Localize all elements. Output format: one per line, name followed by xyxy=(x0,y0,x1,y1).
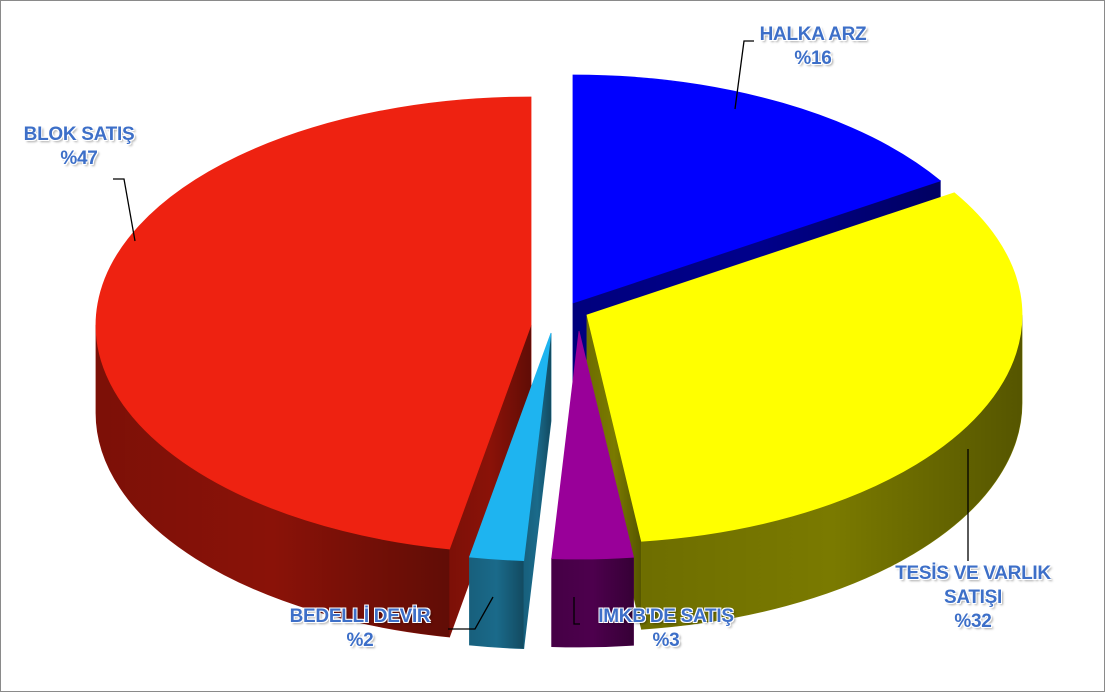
bedelli-devi-r-outer-wall-shade xyxy=(469,557,524,649)
slice-value: %16 xyxy=(794,48,832,69)
data-label-halka-arz: HALKA ARZ %16 xyxy=(760,23,867,71)
slice-label: BEDELLİ DEVİR xyxy=(289,606,431,627)
leader-line-imkb-de-sati- xyxy=(573,597,580,625)
slice-label: BLOK SATIŞ xyxy=(23,124,135,145)
blok-sati--outer-wall-shade xyxy=(95,325,450,637)
slice-label: HALKA ARZ xyxy=(759,24,867,45)
leader-line-halka-arz xyxy=(734,40,754,110)
slice-label: IMKB'DE SATIŞ xyxy=(598,606,734,627)
leader-line-blok-sati- xyxy=(113,178,136,242)
bedelli-devi-r-cut-wall-shade xyxy=(523,333,551,649)
slice-label-line: TESİS VE VARLIK xyxy=(895,563,1051,584)
data-label-blok-sati-: BLOK SATIŞ %47 xyxy=(24,123,135,171)
pie-slice-blok-sati- xyxy=(95,96,532,550)
slice-label-line: SATIŞI xyxy=(943,587,1003,608)
slice-value: %32 xyxy=(954,611,992,632)
leader-line-bedelli-devi-r xyxy=(448,596,494,630)
slice-value: %3 xyxy=(652,630,680,651)
pie-slice-imkb-de-sati- xyxy=(551,330,635,560)
data-label-imkb-de-sati-: IMKB'DE SATIŞ %3 xyxy=(598,605,734,653)
data-label-tesi-s-ve-varlik-sati-i: TESİS VE VARLIK SATIŞI %32 xyxy=(895,562,1051,634)
tesi-s-ve-varlik-sati-i-outer-wall-shade xyxy=(641,315,1022,630)
pie-slice-halka-arz xyxy=(572,74,942,304)
slice-value: %2 xyxy=(346,630,374,651)
slice-value: %47 xyxy=(60,148,98,169)
imkb-de-sati--outer-wall-shade xyxy=(551,557,634,647)
data-label-bedelli-devi-r: BEDELLİ DEVİR %2 xyxy=(290,605,431,653)
pie-slice-bedelli-devi-r xyxy=(468,332,552,561)
pie-slice-tesi-s-ve-varlik-sati-i xyxy=(586,192,1023,542)
